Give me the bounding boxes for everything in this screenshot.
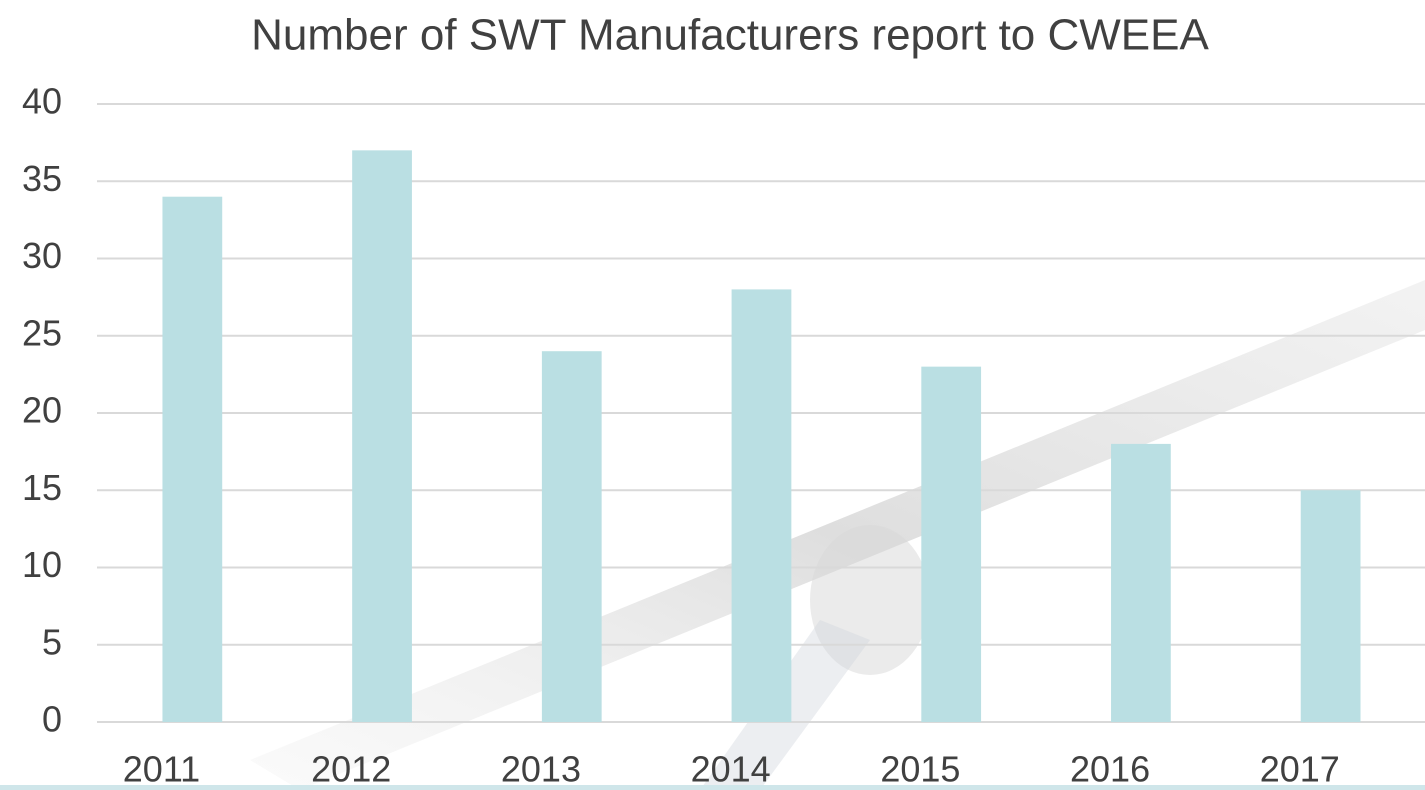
x-tick-label: 2016 xyxy=(1070,749,1150,790)
y-tick-label: 10 xyxy=(22,544,62,585)
x-tick-label: 2015 xyxy=(880,749,960,790)
y-tick-label: 20 xyxy=(22,390,62,431)
bar xyxy=(162,196,223,722)
y-tick-label: 30 xyxy=(22,235,62,276)
x-tick-label: 2013 xyxy=(501,749,581,790)
y-tick-label: 35 xyxy=(22,158,62,199)
x-tick-label: 2012 xyxy=(311,749,391,790)
bar xyxy=(1111,443,1171,722)
y-tick-label: 40 xyxy=(22,81,62,122)
bar xyxy=(541,351,602,722)
y-tick-label: 0 xyxy=(42,699,62,740)
x-tick-label: 2014 xyxy=(691,749,771,790)
y-tick-label: 5 xyxy=(42,621,62,662)
y-tick-label: 25 xyxy=(22,312,62,353)
bar xyxy=(352,150,412,723)
bar xyxy=(731,289,792,722)
bar xyxy=(1300,490,1361,722)
y-tick-label: 15 xyxy=(22,467,62,508)
x-tick-label: 2011 xyxy=(123,749,200,790)
x-tick-label: 2017 xyxy=(1260,749,1340,790)
bar xyxy=(921,366,982,722)
chart-title: Number of SWT Manufacturers report to CW… xyxy=(251,11,1209,60)
